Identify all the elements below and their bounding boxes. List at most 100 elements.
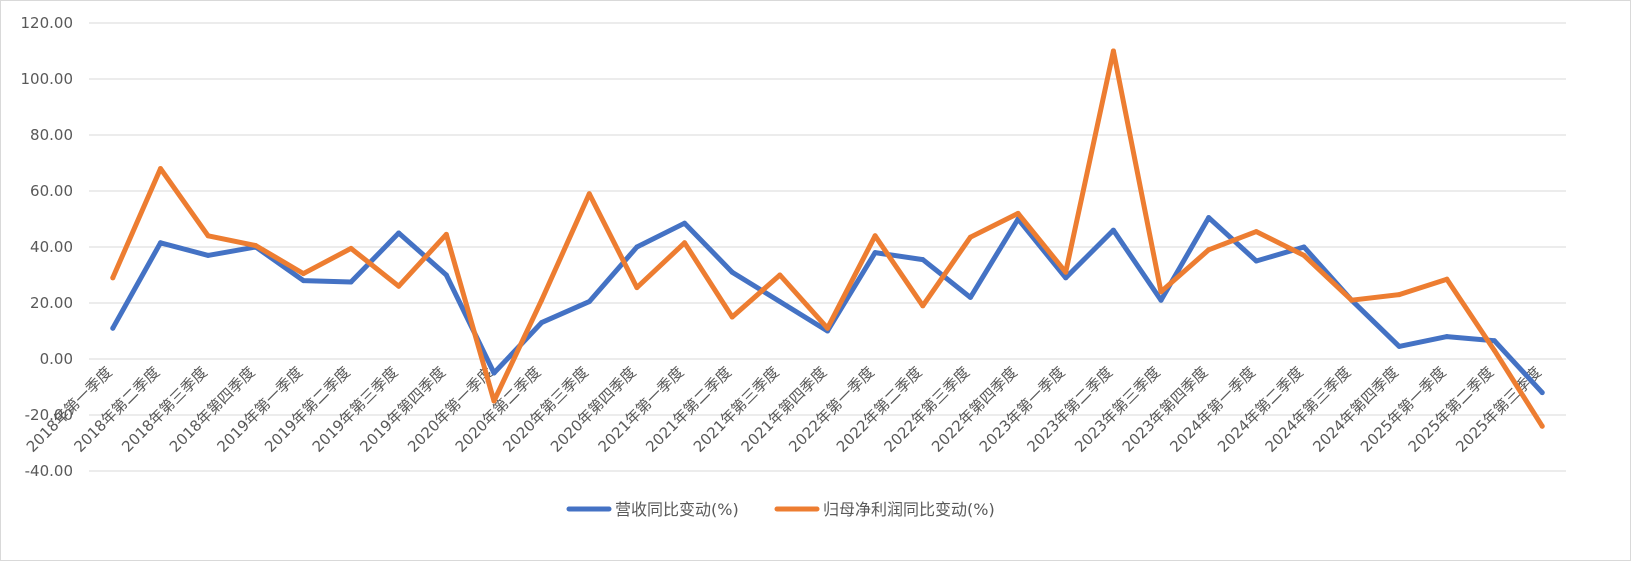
series-lines — [110, 48, 1545, 429]
data-point — [205, 252, 211, 258]
y-tick-label: 60.00 — [30, 182, 73, 200]
data-point — [539, 320, 545, 326]
x-tick-label: 2024年第四季度 — [1309, 363, 1402, 456]
data-point — [539, 297, 545, 303]
data-point — [1444, 334, 1450, 340]
x-tick-label: 2025年第一季度 — [1357, 363, 1450, 456]
data-point — [1539, 423, 1545, 429]
y-tick-label: -40.00 — [25, 462, 73, 480]
x-tick-label: 2024年第一季度 — [1166, 363, 1259, 456]
x-tick-label: 2020年第二季度 — [452, 363, 545, 456]
data-point — [1063, 275, 1069, 281]
data-point — [1492, 338, 1498, 344]
y-tick-label: -20.00 — [25, 406, 73, 424]
x-tick-label: 2024年第三季度 — [1262, 363, 1355, 456]
data-point — [348, 245, 354, 251]
data-point — [1158, 289, 1164, 295]
data-point — [396, 230, 402, 236]
data-point — [872, 233, 878, 239]
legend: 营收同比变动(%) 归母净利润同比变动(%) — [566, 500, 995, 519]
x-tick-label: 2022年第四季度 — [928, 363, 1021, 456]
data-point — [1539, 390, 1545, 396]
x-tick-label: 2025年第二季度 — [1405, 363, 1498, 456]
series-line — [110, 215, 1545, 396]
x-tick-label: 2024年第二季度 — [1214, 363, 1307, 456]
data-point — [682, 240, 688, 246]
data-point — [1063, 269, 1069, 275]
data-point — [1444, 276, 1450, 282]
data-point — [300, 278, 306, 284]
data-point — [1301, 244, 1307, 250]
data-point — [777, 299, 783, 305]
x-tick-label: 2022年第二季度 — [833, 363, 926, 456]
x-tick-label: 2019年第二季度 — [261, 363, 354, 456]
data-point — [1396, 292, 1402, 298]
x-tick-label: 2018年第二季度 — [71, 363, 164, 456]
data-point — [1349, 297, 1355, 303]
x-tick-label: 2023年第一季度 — [976, 363, 1069, 456]
data-point — [1015, 210, 1021, 216]
series-line — [110, 48, 1545, 429]
data-point — [1158, 297, 1164, 303]
data-point — [1253, 229, 1259, 235]
data-point — [729, 314, 735, 320]
x-tick-label: 2021年第一季度 — [595, 363, 688, 456]
data-point — [157, 240, 163, 246]
x-axis: 2018年第一季度2018年第二季度2018年第三季度2018年第四季度2019… — [23, 363, 1545, 456]
data-point — [634, 285, 640, 291]
legend-label: 营收同比变动(%) — [615, 500, 739, 519]
y-tick-label: 40.00 — [30, 238, 73, 256]
x-tick-label: 2019年第四季度 — [356, 363, 449, 456]
data-point — [396, 283, 402, 289]
data-point — [491, 398, 497, 404]
data-point — [205, 233, 211, 239]
data-point — [1206, 215, 1212, 221]
data-point — [348, 279, 354, 285]
data-point — [586, 191, 592, 197]
data-point — [1253, 258, 1259, 264]
data-point — [967, 234, 973, 240]
data-point — [777, 272, 783, 278]
data-point — [1301, 252, 1307, 258]
data-point — [920, 303, 926, 309]
data-point — [920, 257, 926, 263]
x-tick-label: 2023年第三季度 — [1071, 363, 1164, 456]
x-tick-label: 2019年第三季度 — [309, 363, 402, 456]
y-tick-label: 0.00 — [40, 350, 73, 368]
x-tick-label: 2019年第一季度 — [213, 363, 306, 456]
data-point — [1396, 343, 1402, 349]
data-point — [682, 220, 688, 226]
x-tick-label: 2023年第二季度 — [1023, 363, 1116, 456]
y-tick-label: 100.00 — [21, 70, 74, 88]
legend-label: 归母净利润同比变动(%) — [823, 500, 995, 519]
data-point — [1110, 227, 1116, 233]
x-tick-label: 2020年第一季度 — [404, 363, 497, 456]
data-point — [872, 250, 878, 256]
data-point — [157, 166, 163, 172]
data-point — [1110, 48, 1116, 54]
y-tick-label: 80.00 — [30, 126, 73, 144]
data-point — [634, 244, 640, 250]
y-axis: 120.00 100.00 80.00 60.00 40.00 20.00 0.00 -20.… — [21, 14, 74, 480]
data-point — [110, 275, 116, 281]
x-tick-label: 2018年第三季度 — [118, 363, 211, 456]
data-point — [443, 272, 449, 278]
data-point — [967, 294, 973, 300]
data-point — [586, 299, 592, 305]
x-tick-label: 2023年第四季度 — [1119, 363, 1212, 456]
data-point — [110, 325, 116, 331]
x-tick-label: 2018年第四季度 — [166, 363, 259, 456]
x-tick-label: 2021年第四季度 — [738, 363, 831, 456]
data-point — [443, 231, 449, 237]
y-tick-label: 120.00 — [21, 14, 74, 32]
x-tick-label: 2022年第三季度 — [881, 363, 974, 456]
gridlines — [89, 22, 1566, 472]
data-point — [1206, 247, 1212, 253]
x-tick-label: 2020年第三季度 — [499, 363, 592, 456]
x-tick-label: 2021年第三季度 — [690, 363, 783, 456]
x-tick-label: 2020年第四季度 — [547, 363, 640, 456]
x-tick-label: 2022年第一季度 — [785, 363, 878, 456]
y-tick-label: 20.00 — [30, 294, 73, 312]
